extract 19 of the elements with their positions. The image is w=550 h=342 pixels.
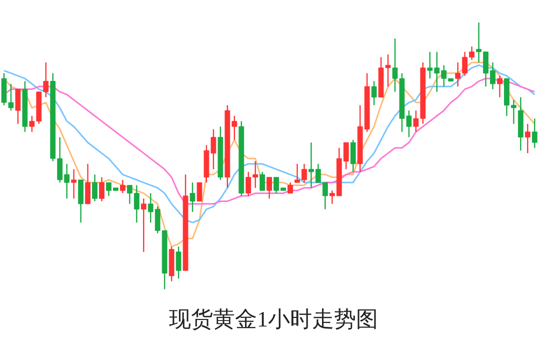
candlestick: [196, 182, 202, 202]
text: 现货黄金1小时走势图: [169, 306, 378, 332]
candlestick: [190, 182, 196, 212]
candlestick: [288, 182, 293, 194]
candlestick: [120, 179, 126, 194]
candlestick: [260, 171, 266, 192]
candlestick: [15, 88, 21, 124]
candlestick: [92, 174, 98, 202]
candlestick: [497, 75, 502, 98]
candlestick: [524, 123, 530, 154]
candlestick: [99, 176, 104, 202]
candlestick: [266, 176, 272, 200]
candlestick: [350, 139, 356, 172]
candlestick: [140, 198, 146, 252]
candlestick: [176, 246, 182, 280]
candlestick: [85, 163, 90, 204]
candlestick: [371, 80, 377, 106]
candlestick: [532, 118, 538, 148]
candlestick: [71, 168, 77, 200]
